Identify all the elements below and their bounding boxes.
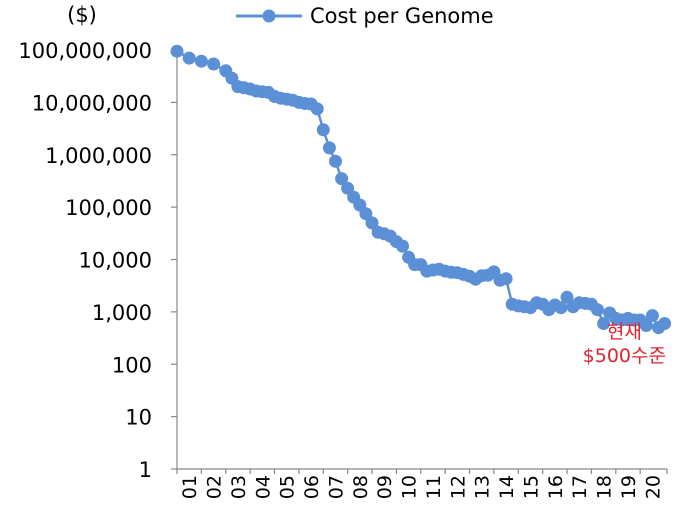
annotations: 현재$500수준	[583, 321, 666, 367]
data-point	[170, 44, 184, 58]
data-point	[359, 207, 373, 221]
y-tick-label: 100,000,000	[18, 39, 152, 63]
y-tick-labels: 1 10 100 1,000 10,000 100,000 1,000,000 10,000,…	[18, 39, 152, 482]
x-tick-label: 14	[496, 475, 518, 499]
x-tick-label: 11	[423, 475, 445, 499]
x-tick-label: 20	[642, 475, 664, 499]
data-point	[658, 317, 672, 330]
data-point	[560, 290, 574, 304]
x-tick-label: 17	[569, 475, 591, 499]
y-tick-label: 1,000	[92, 301, 152, 325]
y-tick-label: 100,000	[65, 196, 152, 220]
x-tick-label: 09	[374, 475, 396, 499]
x-tick-label: 10	[399, 475, 421, 499]
data-point	[639, 319, 653, 332]
data-point	[207, 57, 221, 71]
x-tick-label: 19	[618, 475, 640, 499]
x-tick-label: 07	[325, 475, 347, 499]
data-point	[194, 54, 208, 68]
data-point	[322, 141, 336, 155]
x-tick-label: 01	[179, 475, 201, 499]
data-point	[591, 303, 604, 317]
data-point	[597, 317, 611, 330]
x-tick-label: 03	[228, 475, 250, 499]
data-point	[396, 239, 409, 253]
x-tick-label: 06	[301, 475, 323, 499]
data-point	[554, 301, 568, 315]
legend-marker-swatch	[262, 9, 276, 23]
x-tick-labels: 01 02 03 04 05 06 07 08 09 10 11 12 13 14 15 16 17 18 19 20	[179, 475, 664, 499]
annotation-text: 현재	[607, 321, 642, 343]
y-tick-label: 1	[139, 458, 152, 482]
series-layer	[170, 44, 672, 335]
y-tick-label: 1,000,000	[45, 144, 152, 168]
y-tick-label: 10,000	[79, 249, 152, 273]
legend: Cost per Genome	[236, 4, 494, 28]
y-tick-label: 10,000,000	[32, 91, 152, 115]
x-tick-label: 13	[472, 475, 494, 499]
x-tick-label: 04	[252, 475, 274, 499]
y-axis-unit: ($)	[67, 3, 97, 27]
data-point	[329, 154, 342, 168]
y-tick-label: 100	[112, 353, 152, 377]
legend-label: Cost per Genome	[310, 4, 494, 28]
x-tick-label: 15	[520, 475, 542, 499]
data-point	[365, 216, 379, 230]
data-point	[499, 272, 513, 286]
x-tick-label: 18	[594, 475, 616, 499]
y-tick-label: 10	[125, 406, 152, 430]
x-tick-label: 16	[545, 475, 567, 499]
x-tick-label: 08	[350, 475, 372, 499]
x-tick-label: 12	[447, 475, 469, 499]
x-tick-label: 05	[277, 475, 299, 499]
data-point	[182, 51, 196, 65]
data-point	[310, 102, 324, 116]
annotation-text: $500수준	[583, 345, 666, 367]
data-point	[316, 123, 330, 137]
data-point	[645, 309, 659, 323]
data-point	[335, 172, 349, 186]
x-tick-label: 02	[204, 475, 226, 499]
